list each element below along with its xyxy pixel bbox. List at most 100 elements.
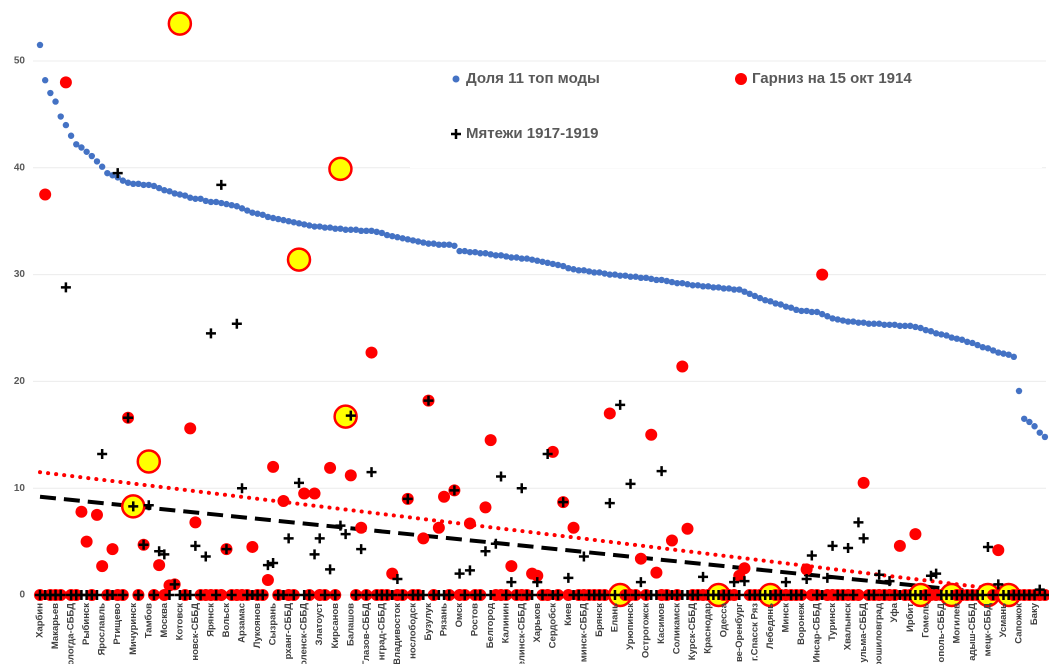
point [176, 191, 184, 198]
x-tick-label: Касимов [656, 603, 667, 644]
x-tick-label: Вольск [221, 603, 232, 638]
point [739, 576, 750, 587]
point [886, 321, 893, 328]
point [656, 466, 667, 477]
point [39, 188, 52, 201]
point [822, 572, 833, 583]
point [943, 332, 950, 339]
point [604, 498, 615, 509]
x-tick-label: Баку [1029, 602, 1040, 625]
point [868, 590, 879, 600]
point [159, 549, 170, 560]
point [977, 590, 988, 600]
legend-marker [452, 75, 460, 83]
point [471, 248, 479, 256]
point [974, 341, 981, 349]
point [565, 264, 572, 272]
point [309, 549, 320, 560]
point [352, 226, 360, 233]
point [52, 98, 59, 105]
point [1039, 590, 1049, 600]
x-tick-label: Брянск [594, 603, 605, 637]
point [487, 251, 494, 258]
point [931, 568, 942, 579]
point [347, 226, 354, 233]
point [632, 273, 639, 280]
point [710, 284, 717, 291]
point [254, 210, 261, 217]
point [542, 449, 553, 460]
point [158, 589, 171, 601]
point [523, 255, 531, 262]
point [503, 253, 510, 260]
point [383, 231, 391, 239]
point [559, 262, 567, 270]
point [290, 219, 298, 226]
marks [34, 11, 1049, 608]
x-tick-label: Киев [563, 603, 574, 626]
point [148, 590, 159, 600]
x-tick-label: ополь-СББД [936, 603, 947, 663]
point [603, 407, 616, 420]
point [622, 272, 629, 279]
point [599, 590, 610, 600]
point [249, 209, 256, 216]
point [275, 215, 282, 223]
point [803, 307, 810, 315]
point [185, 590, 196, 600]
point [635, 577, 646, 588]
point [922, 326, 929, 334]
point [580, 267, 588, 274]
point [563, 572, 574, 583]
point [616, 272, 624, 279]
point [130, 180, 137, 188]
point [363, 227, 370, 235]
point [319, 590, 330, 600]
point [772, 300, 779, 307]
point [438, 490, 451, 503]
point [47, 89, 54, 97]
point [463, 517, 476, 530]
point [855, 319, 862, 326]
point [734, 590, 745, 600]
point [435, 241, 443, 248]
x-tick-label: Елань [609, 603, 620, 632]
x-tick-label: Златоуст [314, 603, 325, 646]
point [298, 487, 311, 500]
point [777, 301, 784, 308]
point [215, 589, 228, 601]
x-tick-label: Владивосток [392, 603, 403, 664]
point [140, 181, 147, 189]
point [268, 557, 279, 568]
point [993, 579, 1004, 590]
point [326, 224, 334, 231]
point [860, 319, 867, 326]
x-tick-label: рошиловград [874, 603, 885, 664]
point [762, 297, 769, 304]
x-tick-label: Харбин [35, 603, 46, 638]
point [637, 274, 645, 282]
point [97, 449, 108, 460]
point [345, 410, 356, 421]
point [233, 203, 241, 210]
point [294, 477, 304, 488]
point [145, 181, 152, 189]
point [187, 194, 194, 201]
point [150, 182, 158, 190]
point [528, 256, 536, 263]
x-tick-label: Усмань [998, 603, 1009, 638]
highlight-point [136, 449, 162, 474]
point [988, 590, 999, 600]
point [62, 121, 70, 129]
point [549, 260, 557, 268]
point [397, 590, 408, 600]
x-tick-label: Сердобск [547, 603, 558, 649]
x-tick-label: ве-Оренбург [734, 603, 745, 662]
point [843, 543, 854, 554]
point [953, 335, 961, 342]
point [567, 521, 580, 534]
point [440, 241, 448, 248]
point [870, 320, 878, 327]
point [112, 168, 123, 179]
